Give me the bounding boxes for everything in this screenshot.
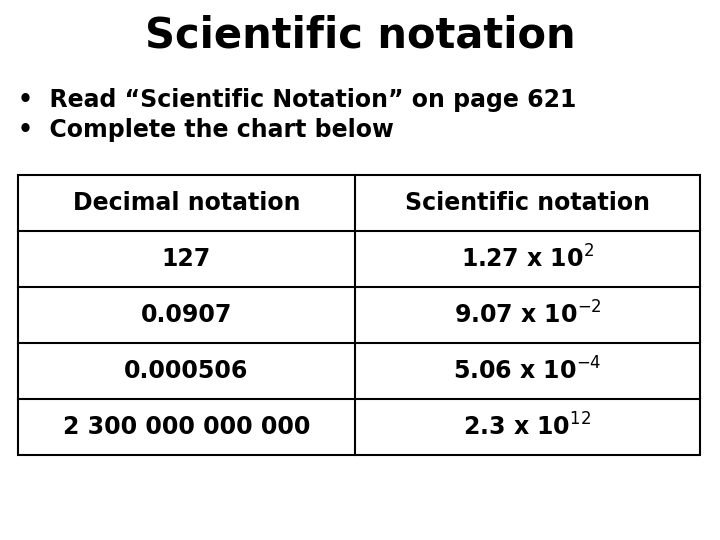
Text: Scientific notation: Scientific notation — [145, 15, 575, 57]
Text: Scientific notation: Scientific notation — [405, 191, 650, 215]
Text: 9.07 x 10$^{-2}$: 9.07 x 10$^{-2}$ — [454, 301, 601, 329]
Text: Decimal notation: Decimal notation — [73, 191, 300, 215]
Bar — [18, 175, 700, 455]
Text: •  Read “Scientific Notation” on page 621: • Read “Scientific Notation” on page 621 — [18, 88, 577, 112]
Text: 0.000506: 0.000506 — [125, 359, 248, 383]
Text: 2 300 000 000 000: 2 300 000 000 000 — [63, 415, 310, 439]
Text: 2.3 x 10$^{12}$: 2.3 x 10$^{12}$ — [464, 414, 592, 441]
Text: 0.0907: 0.0907 — [141, 303, 232, 327]
Text: 127: 127 — [162, 247, 211, 271]
Text: 5.06 x 10$^{-4}$: 5.06 x 10$^{-4}$ — [454, 357, 602, 384]
Text: 1.27 x 10$^{2}$: 1.27 x 10$^{2}$ — [461, 245, 594, 273]
Text: •  Complete the chart below: • Complete the chart below — [18, 118, 394, 142]
